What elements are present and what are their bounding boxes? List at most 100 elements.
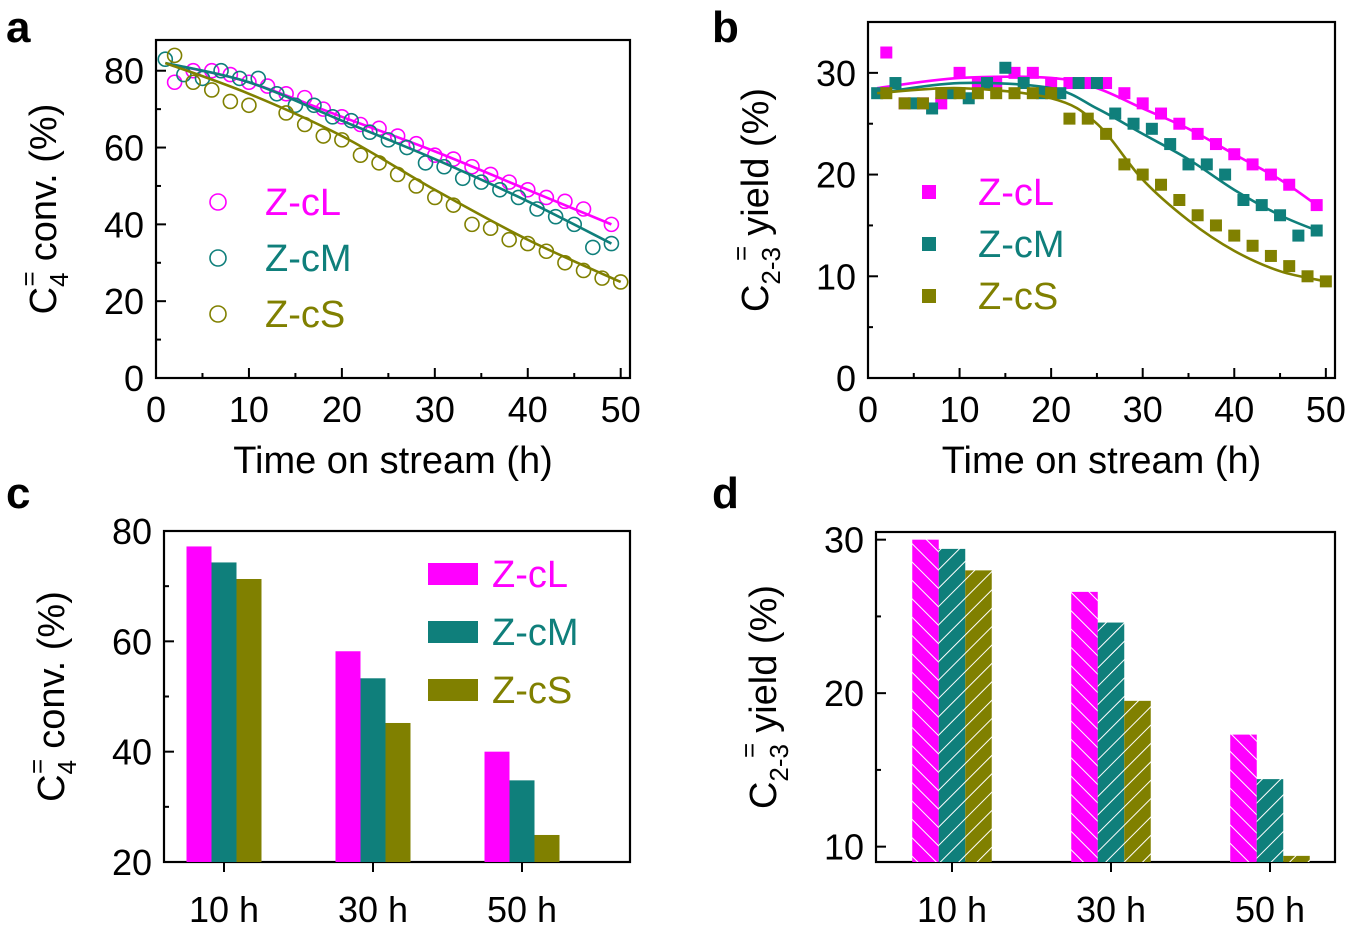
b-point-Z-cS [1319, 275, 1332, 288]
b-point-Z-cL [1063, 77, 1076, 90]
b-point-Z-cL [953, 66, 966, 79]
a-point-Z-cS [482, 220, 499, 237]
b-point-Z-cL [1228, 148, 1241, 161]
b-ytick-label: 10 [816, 256, 856, 297]
a-fit-Z-cL [183, 65, 612, 226]
a-point-Z-cM [176, 66, 192, 83]
d-bar-Z-cL [912, 539, 939, 862]
a-point-Z-cM [324, 109, 341, 125]
b-point-Z-cM [944, 87, 957, 100]
chart-a: 0 10 20 30 40 50 0 20 40 60 80 Time on stream (h) C4… [14, 38, 641, 482]
a-point-Z-cS [278, 105, 294, 121]
a-point-Z-cM [269, 85, 285, 102]
a-xtick-label: 30 [415, 389, 455, 430]
b-point-Z-cS [1228, 229, 1241, 242]
b-fit-Z-cS [877, 86, 1327, 283]
c-ytick-label: 60 [112, 621, 152, 662]
c-legend-label-Z-cM: Z-cM [492, 612, 579, 654]
c-bar-Z-cM [509, 780, 535, 862]
b-point-Z-cL [1283, 178, 1296, 191]
a-point-Z-cS [408, 178, 425, 194]
b-xtick-label: 20 [1031, 389, 1071, 430]
c-bar-Z-cL [484, 751, 510, 862]
a-point-Z-cS [222, 93, 239, 110]
a-point-Z-cS [575, 262, 592, 279]
a-ytick-label: 40 [104, 204, 144, 245]
d-xtick-label: 10 h [917, 889, 987, 930]
a-point-Z-cM [603, 235, 620, 252]
b-point-Z-cS [1026, 87, 1039, 100]
a-point-Z-cS [389, 166, 406, 183]
a-point-Z-cM [510, 189, 527, 206]
b-point-Z-cL [1008, 66, 1021, 79]
c-bar-Z-cL [335, 651, 361, 862]
b-point-Z-cM [1127, 117, 1140, 130]
a-point-Z-cM [454, 170, 471, 187]
b-point-Z-cL [1026, 66, 1039, 79]
a-point-Z-cS [612, 274, 629, 290]
a-point-Z-cS [166, 47, 183, 64]
b-point-Z-cM [1310, 224, 1323, 237]
c-bar-Z-cM [360, 678, 386, 862]
a-ylabel-base: C [23, 287, 65, 314]
b-point-Z-cS [1045, 87, 1058, 100]
chart-d: 10 20 30 10 h 30 h 50 h C2-3= yield (%) [734, 520, 1337, 930]
b-point-Z-cS [1063, 112, 1076, 125]
d-bar-Z-cM [1256, 779, 1284, 862]
a-point-Z-cS [557, 254, 573, 271]
a-fit-Z-cM [165, 61, 612, 245]
d-bar-Z-cS [1283, 855, 1310, 862]
a-legend-marker-Z-cL [209, 193, 227, 211]
a-point-Z-cM [306, 97, 322, 114]
a-ylabel-sub: 4 [44, 272, 74, 286]
a-ytick-label: 60 [104, 128, 144, 169]
a-point-Z-cS [203, 82, 220, 98]
panel-label-c: c [6, 469, 30, 518]
b-point-Z-cS [1191, 209, 1204, 222]
b-point-Z-cS [1246, 239, 1259, 252]
b-point-Z-cM [926, 102, 939, 115]
c-bar-Z-cL [186, 546, 212, 862]
b-point-Z-cM [1255, 199, 1268, 212]
d-bar-Z-cS [965, 570, 992, 862]
c-bar-Z-cS [236, 578, 262, 862]
c-ytick-label: 40 [112, 732, 152, 773]
b-point-Z-cS [935, 87, 948, 100]
b-point-Z-cS [1008, 87, 1021, 100]
a-point-Z-cM [399, 139, 415, 156]
b-point-Z-cS [898, 97, 911, 110]
c-ytick-label: 20 [112, 842, 152, 883]
a-point-Z-cL [603, 216, 620, 233]
b-point-Z-cS [916, 97, 929, 110]
b-point-Z-cM [1200, 158, 1213, 171]
b-point-Z-cL [1209, 138, 1222, 151]
b-point-Z-cS [1301, 270, 1314, 283]
b-point-Z-cM [907, 97, 920, 110]
a-point-Z-cL [166, 74, 183, 91]
c-bar-Z-cS [534, 834, 560, 862]
a-legend-marker-Z-cS [209, 305, 227, 323]
b-xtick-label: 50 [1306, 389, 1346, 430]
b-xtick-label: 10 [940, 389, 980, 430]
b-point-Z-cL [1118, 87, 1131, 100]
b-point-Z-cL [1191, 127, 1204, 140]
a-plot-frame [154, 38, 632, 380]
a-point-Z-cS [296, 116, 313, 133]
a-point-Z-cS [501, 231, 517, 248]
d-ytick-label: 20 [824, 673, 864, 714]
a-point-Z-cL [538, 189, 555, 206]
a-ytick-label: 80 [104, 51, 144, 92]
a-point-Z-cM [361, 124, 378, 140]
a-point-Z-cL [557, 193, 573, 210]
a-xtick-label: 10 [229, 389, 269, 430]
c-ylabel: C4= conv. (%) [22, 591, 82, 802]
a-point-Z-cS [315, 128, 332, 144]
b-point-Z-cS [1283, 260, 1296, 273]
a-point-Z-cS [241, 97, 257, 114]
b-ylabel-rest: yield (%) [735, 88, 777, 236]
c-ytick-label: 80 [112, 511, 152, 552]
a-ytick-label: 20 [104, 281, 144, 322]
d-ytick-label: 10 [824, 827, 864, 868]
b-point-Z-cS [971, 87, 984, 100]
